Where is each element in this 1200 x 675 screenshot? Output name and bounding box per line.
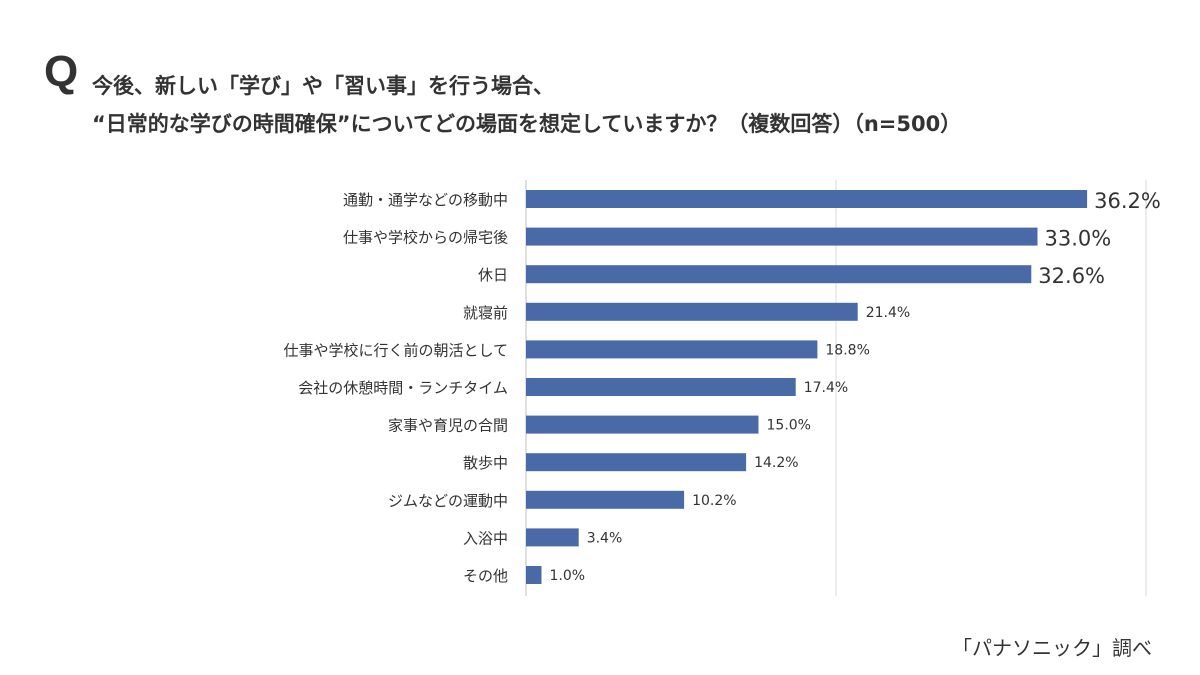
category-label: 通勤・通学などの移動中	[343, 191, 508, 209]
bar	[526, 378, 796, 396]
value-label: 32.6%	[1038, 264, 1105, 288]
value-label: 10.2%	[692, 493, 736, 509]
value-label: 14.2%	[754, 455, 798, 471]
value-label: 36.2%	[1094, 189, 1161, 213]
category-label: ジムなどの運動中	[388, 492, 508, 510]
bar	[526, 340, 818, 359]
value-label: 15.0%	[767, 418, 811, 434]
bar	[526, 227, 1038, 246]
category-label: 入浴中	[463, 529, 508, 547]
question-title-line-1: 今後、新しい「学び」や「習い事」を行う場合、	[92, 74, 554, 98]
question-title-line-2: “日常的な学びの時間確保”についてどの場面を想定していますか？（複数回答）（n=…	[92, 112, 962, 136]
value-label: 21.4%	[866, 305, 910, 321]
category-label: 休日	[478, 266, 508, 284]
category-label: 会社の休憩時間・ランチタイム	[298, 379, 508, 397]
source-note: 「パナソニック」調べ	[952, 636, 1152, 660]
category-label: 仕事や学校からの帰宅後	[343, 229, 508, 247]
category-label: 就寝前	[463, 304, 508, 322]
category-label: 家事や育児の合間	[388, 417, 508, 435]
value-label: 3.4%	[587, 530, 623, 546]
value-label: 18.8%	[825, 342, 869, 358]
category-label: 仕事や学校に行く前の朝活として	[283, 341, 508, 359]
category-label: その他	[463, 567, 508, 585]
bar	[526, 453, 747, 472]
value-label: 33.0%	[1045, 227, 1112, 251]
value-label: 17.4%	[804, 380, 848, 396]
bar	[526, 566, 542, 584]
bar	[526, 190, 1088, 208]
bar	[526, 528, 579, 547]
question-mark-label: Q	[44, 47, 79, 96]
category-label: 散歩中	[463, 454, 508, 472]
bar	[526, 265, 1032, 284]
value-label: 1.0%	[550, 568, 586, 584]
bar	[526, 415, 759, 434]
bar	[526, 490, 685, 509]
bar	[526, 302, 858, 321]
